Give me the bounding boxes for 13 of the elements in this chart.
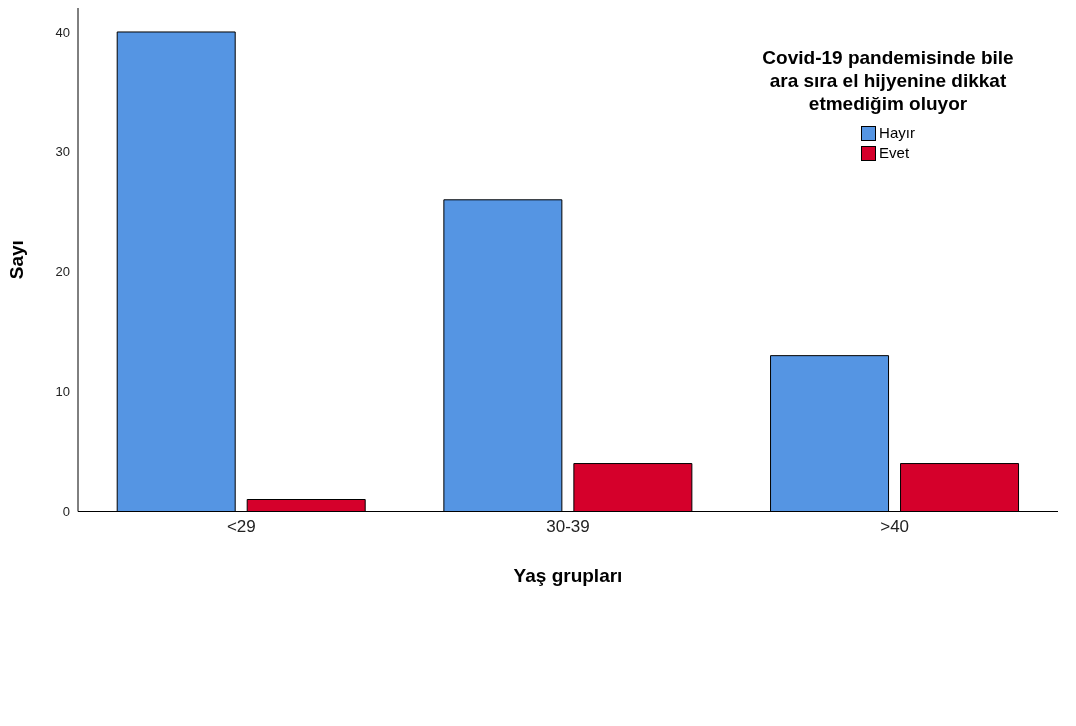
legend-label: Evet: [878, 143, 911, 163]
legend-title: Covid-19 pandemisinde bile ara sıra el hijyenine dikkat etmediğim oluyor: [761, 46, 1015, 115]
x-tick-label: <29: [226, 516, 256, 536]
x-tick-label: 30-39: [546, 516, 590, 536]
y-tick-label: 20: [55, 264, 70, 280]
y-tick-label: 0: [62, 504, 70, 520]
y-tick-label: 30: [55, 144, 70, 160]
x-tick-label: >40: [880, 516, 910, 536]
y-tick-label: 40: [55, 24, 70, 40]
legend-label: Hayır: [878, 123, 915, 143]
y-tick-label: 10: [55, 384, 70, 400]
x-axis-title: Yaş grupları: [513, 564, 623, 586]
y-axis-title: Sayı: [5, 240, 27, 280]
